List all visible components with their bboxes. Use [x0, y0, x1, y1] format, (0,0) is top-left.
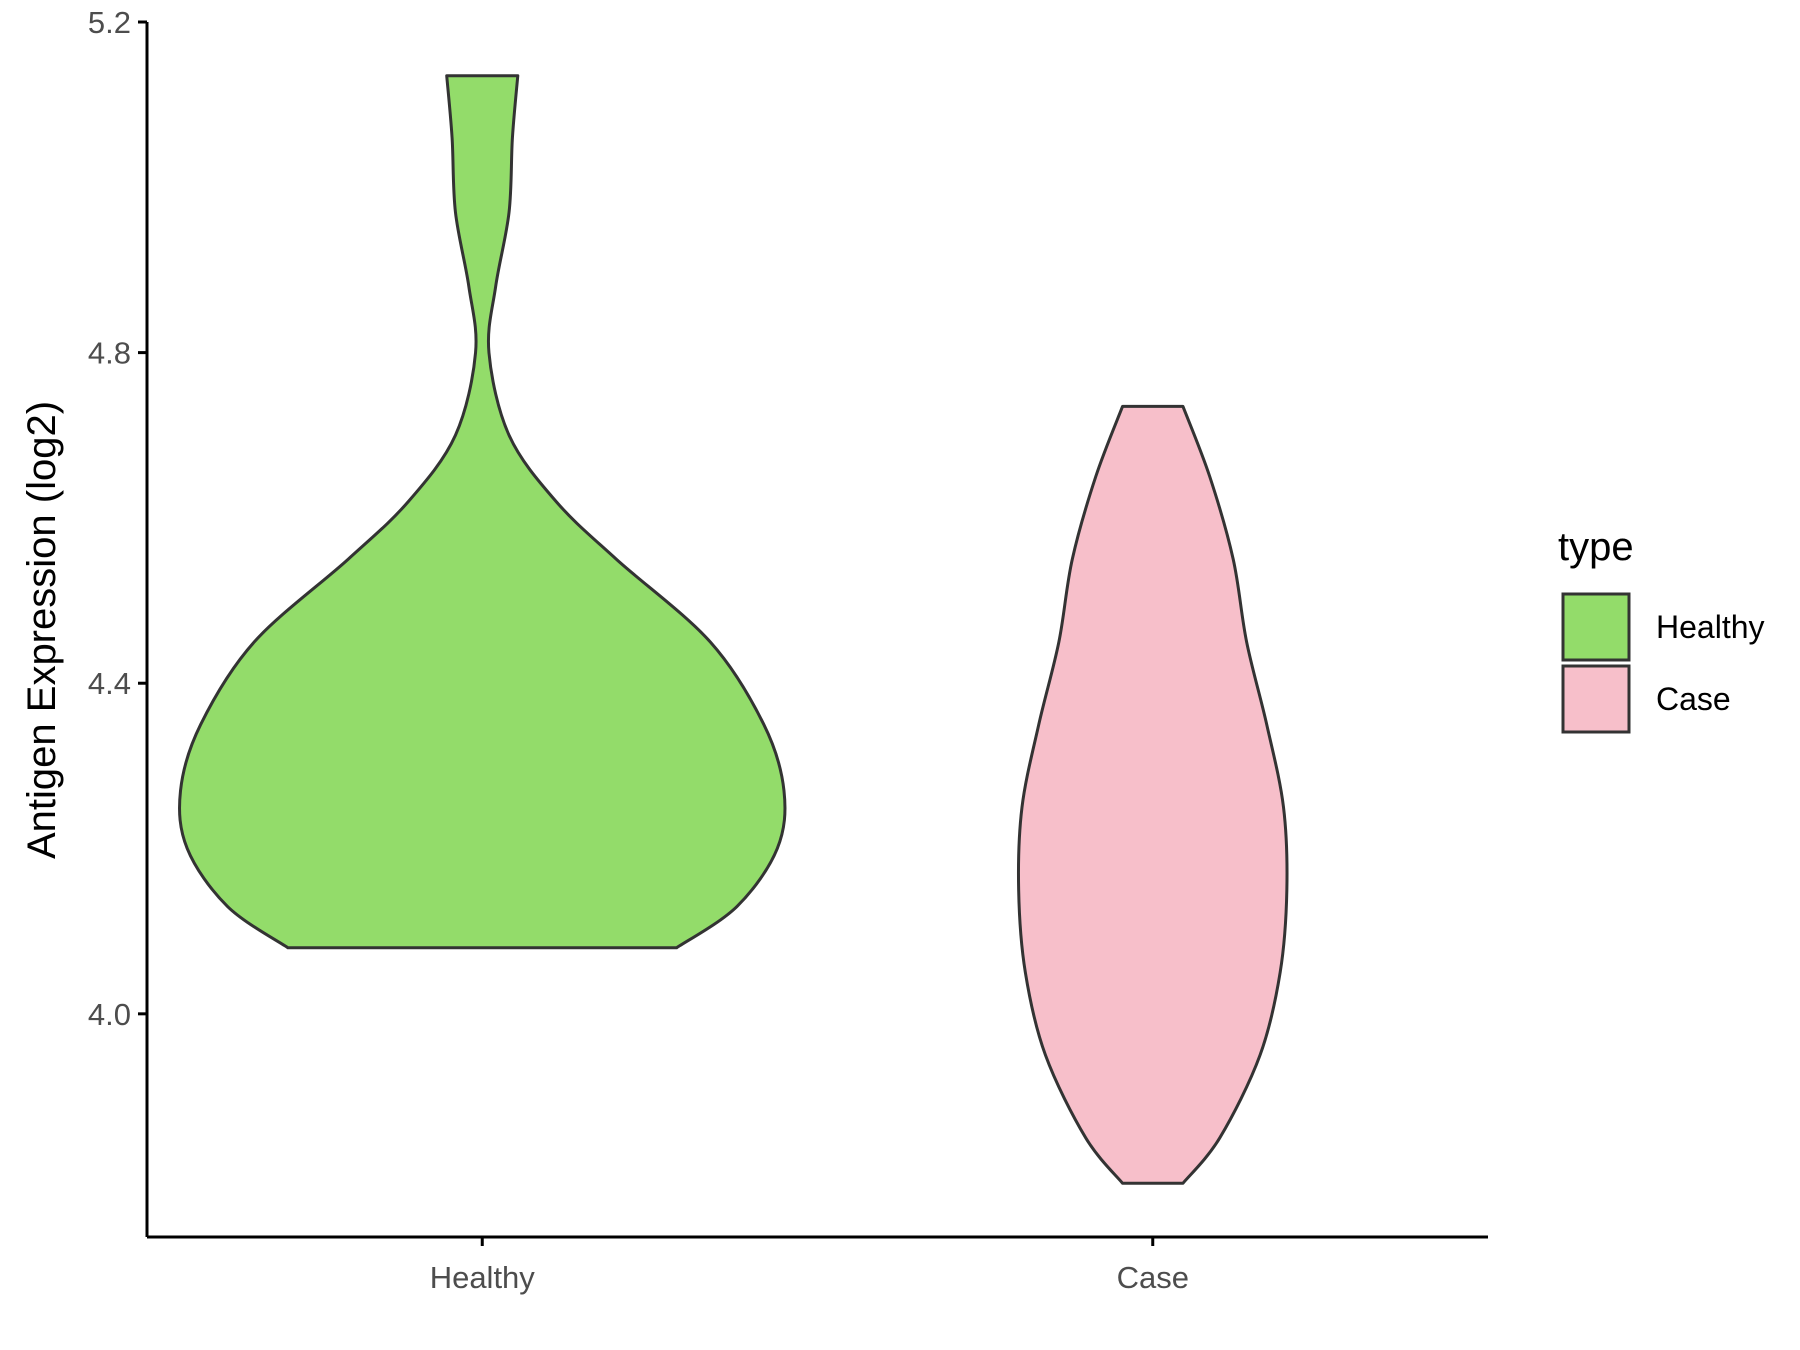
x-tick-label-healthy: Healthy: [430, 1260, 536, 1295]
axes: [145, 22, 1488, 1239]
x-tick-label-case: Case: [1117, 1260, 1189, 1295]
violins-layer: [178, 74, 1289, 1185]
legend-swatch-case: [1561, 664, 1631, 734]
legend-label-healthy: Healthy: [1656, 609, 1765, 645]
y-tick-label: 4.0: [88, 997, 131, 1032]
legend-label-case: Case: [1656, 681, 1731, 717]
violin-healthy: [178, 74, 787, 950]
y-tick-label: 4.4: [88, 666, 131, 701]
legend-swatch-healthy: [1561, 592, 1631, 662]
legend-title: type: [1558, 525, 1634, 569]
legend: type Healthy Case: [1558, 525, 1765, 734]
legend-entries: Healthy Case: [1561, 592, 1765, 734]
x-ticks: Healthy Case: [430, 1237, 1189, 1295]
y-tick-label: 5.2: [88, 5, 131, 40]
y-axis-title: Antigen Expression (log2): [20, 401, 64, 859]
y-ticks: 4.0 4.4 4.8 5.2: [88, 5, 147, 1032]
y-tick-label: 4.8: [88, 336, 131, 371]
violin-case: [1016, 404, 1289, 1185]
